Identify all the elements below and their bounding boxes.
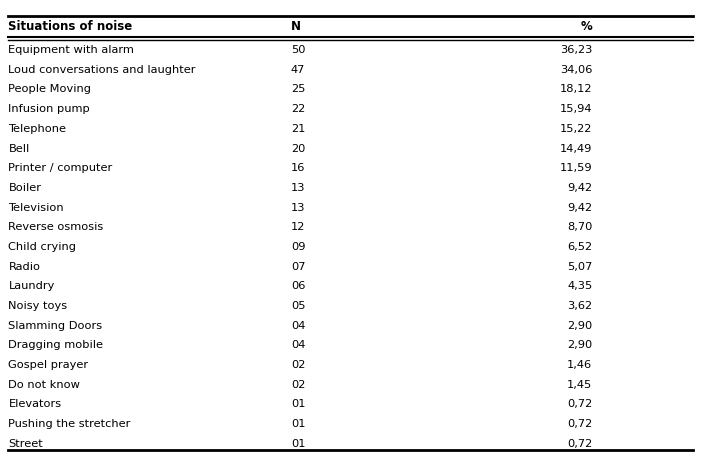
- Text: 0,72: 0,72: [567, 399, 592, 409]
- Text: Do not know: Do not know: [8, 380, 81, 390]
- Text: 02: 02: [291, 380, 306, 390]
- Text: 2,90: 2,90: [567, 321, 592, 331]
- Text: Dragging mobile: Dragging mobile: [8, 340, 104, 350]
- Text: 09: 09: [291, 242, 306, 252]
- Text: 9,42: 9,42: [567, 183, 592, 193]
- Text: 15,22: 15,22: [560, 124, 592, 134]
- Text: People Moving: People Moving: [8, 84, 91, 94]
- Text: 13: 13: [291, 202, 306, 213]
- Text: 20: 20: [291, 143, 306, 153]
- Text: 9,42: 9,42: [567, 202, 592, 213]
- Text: N: N: [291, 20, 301, 33]
- Text: Telephone: Telephone: [8, 124, 67, 134]
- Text: 34,06: 34,06: [560, 65, 592, 75]
- Text: 3,62: 3,62: [567, 301, 592, 311]
- Text: Television: Television: [8, 202, 64, 213]
- Text: 2,90: 2,90: [567, 340, 592, 350]
- Text: 36,23: 36,23: [560, 45, 592, 55]
- Text: 0,72: 0,72: [567, 439, 592, 448]
- Text: Elevators: Elevators: [8, 399, 62, 409]
- Text: 02: 02: [291, 360, 306, 370]
- Text: Gospel prayer: Gospel prayer: [8, 360, 88, 370]
- Text: 15,94: 15,94: [560, 104, 592, 114]
- Text: 8,70: 8,70: [567, 222, 592, 232]
- Text: 04: 04: [291, 340, 306, 350]
- Text: Bell: Bell: [8, 143, 29, 153]
- Text: 18,12: 18,12: [560, 84, 592, 94]
- Text: 04: 04: [291, 321, 306, 331]
- Text: Infusion pump: Infusion pump: [8, 104, 90, 114]
- Text: Loud conversations and laughter: Loud conversations and laughter: [8, 65, 196, 75]
- Text: Printer / computer: Printer / computer: [8, 163, 113, 173]
- Text: 1,45: 1,45: [567, 380, 592, 390]
- Text: Situations of noise: Situations of noise: [8, 20, 132, 33]
- Text: 25: 25: [291, 84, 306, 94]
- Text: 16: 16: [291, 163, 306, 173]
- Text: 50: 50: [291, 45, 306, 55]
- Text: 1,46: 1,46: [567, 360, 592, 370]
- Text: Child crying: Child crying: [8, 242, 76, 252]
- Text: 5,07: 5,07: [567, 262, 592, 272]
- Text: 01: 01: [291, 399, 306, 409]
- Text: Slamming Doors: Slamming Doors: [8, 321, 102, 331]
- Text: 22: 22: [291, 104, 305, 114]
- Text: Street: Street: [8, 439, 43, 448]
- Text: Radio: Radio: [8, 262, 41, 272]
- Text: 6,52: 6,52: [567, 242, 592, 252]
- Text: Reverse osmosis: Reverse osmosis: [8, 222, 104, 232]
- Text: 06: 06: [291, 281, 306, 291]
- Text: 14,49: 14,49: [560, 143, 592, 153]
- Text: 01: 01: [291, 439, 306, 448]
- Text: 12: 12: [291, 222, 306, 232]
- Text: Pushing the stretcher: Pushing the stretcher: [8, 419, 131, 429]
- Text: Noisy toys: Noisy toys: [8, 301, 67, 311]
- Text: Laundry: Laundry: [8, 281, 55, 291]
- Text: 4,35: 4,35: [567, 281, 592, 291]
- Text: 01: 01: [291, 419, 306, 429]
- Text: 07: 07: [291, 262, 306, 272]
- Text: 13: 13: [291, 183, 306, 193]
- Text: Boiler: Boiler: [8, 183, 41, 193]
- Text: 47: 47: [291, 65, 306, 75]
- Text: %: %: [580, 20, 592, 33]
- Text: Equipment with alarm: Equipment with alarm: [8, 45, 135, 55]
- Text: 11,59: 11,59: [559, 163, 592, 173]
- Text: 0,72: 0,72: [567, 419, 592, 429]
- Text: 21: 21: [291, 124, 306, 134]
- Text: 05: 05: [291, 301, 306, 311]
